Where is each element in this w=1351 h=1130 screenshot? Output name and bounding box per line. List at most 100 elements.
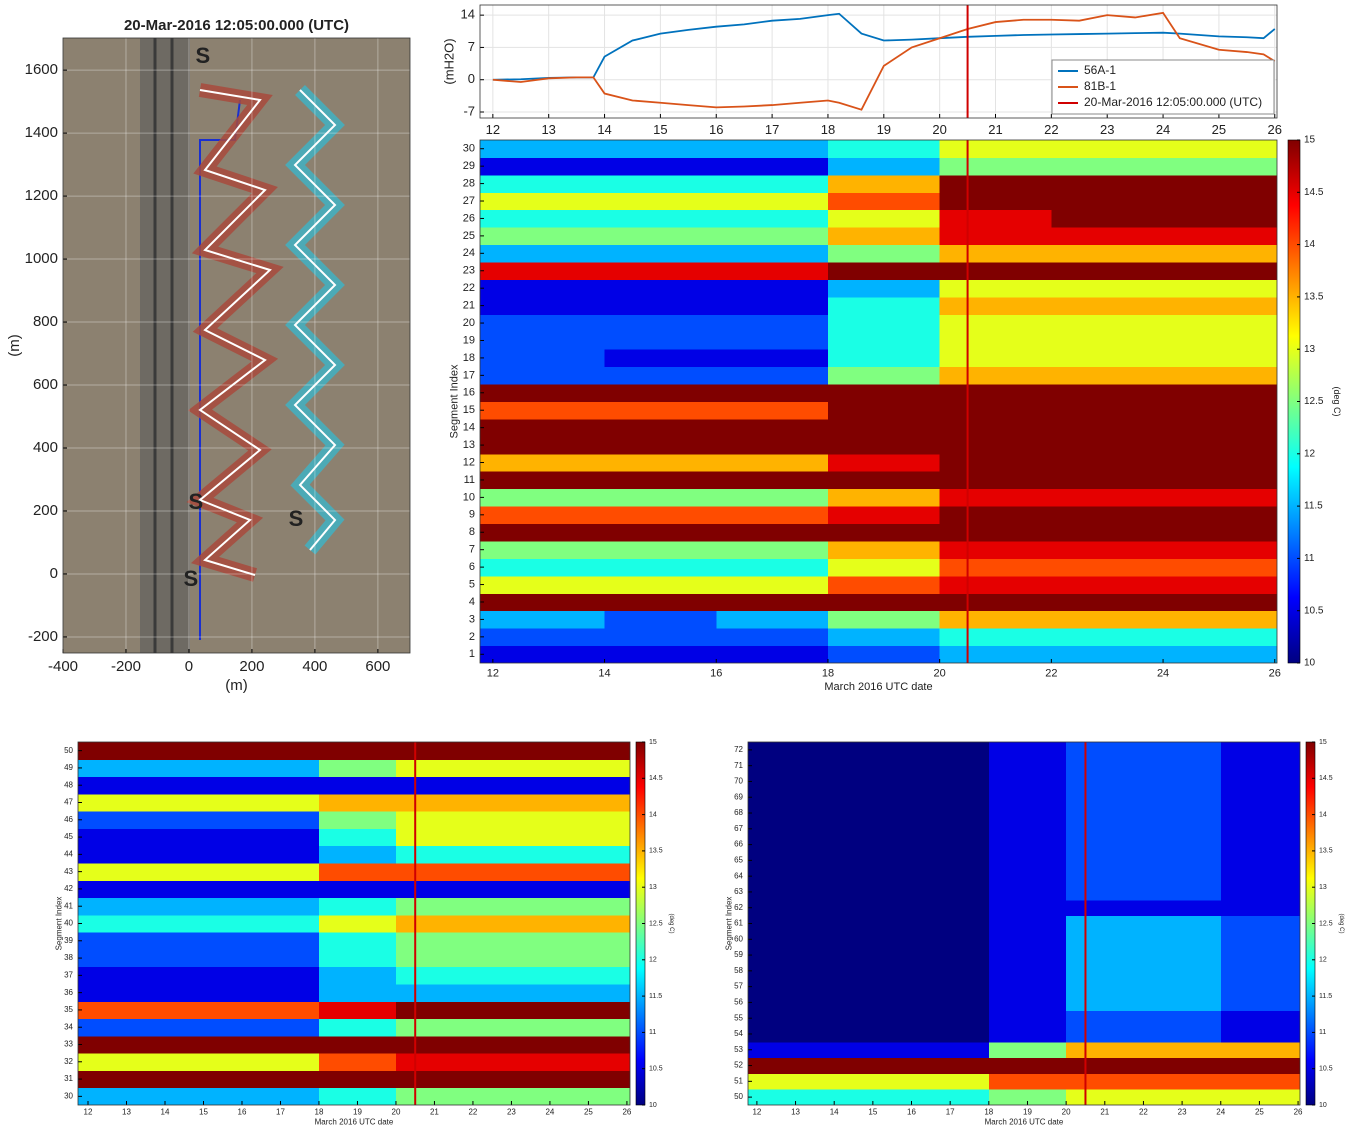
y-tick-label: 67 (734, 824, 743, 833)
y-tick-label: 14 (461, 7, 475, 22)
heatmap-cell (549, 984, 630, 1002)
heatmap-cell (716, 523, 829, 542)
heatmap-cell (164, 1001, 243, 1020)
heatmap-cell (1163, 628, 1277, 647)
x-tick-label: 20 (934, 667, 946, 679)
heatmap-cell (1220, 947, 1300, 964)
heatmap-cell (318, 742, 397, 760)
heatmap-cell (827, 262, 941, 280)
colorbar-tick-label: 13.5 (1319, 848, 1333, 855)
heatmap-cell (1051, 244, 1164, 263)
y-tick-label: 56 (734, 998, 743, 1007)
y-tick-label: 5 (469, 578, 475, 590)
heatmap-cell (1066, 1073, 1144, 1090)
heatmap-cell (827, 506, 941, 525)
heatmap-cell (604, 401, 717, 420)
heatmap-cell (604, 506, 717, 525)
heatmap-cell (1051, 157, 1164, 176)
y-tick-label: 200 (33, 502, 58, 519)
heatmap-cell (318, 932, 397, 950)
y-tick-label: 9 (469, 509, 475, 521)
y-tick-label: 3 (469, 613, 475, 625)
x-tick-label: 16 (709, 122, 723, 137)
heatmap-cell (1143, 742, 1222, 759)
heatmap-cell (1163, 558, 1277, 577)
heatmap-cell (480, 227, 606, 246)
heatmap-cell (480, 366, 606, 385)
heatmap-cell (395, 880, 474, 899)
heatmap-cell (1066, 962, 1144, 980)
heatmap-cell (988, 1073, 1067, 1090)
heatmap-cell (1143, 805, 1222, 822)
heatmap-cell (939, 140, 1052, 158)
heatmap-cell (241, 966, 320, 985)
y-tick-label: 31 (64, 1074, 73, 1083)
x-tick-label: 22 (1045, 667, 1057, 679)
y-tick-label: 12 (463, 456, 475, 468)
heatmap-cell (1143, 868, 1222, 885)
heatmap-cell (939, 453, 1052, 472)
heatmap-cell (604, 296, 717, 315)
heatmap-cell (604, 488, 717, 507)
heatmap-cell (827, 471, 941, 490)
heatmap-cell (748, 947, 835, 964)
heatmap-cell (78, 932, 166, 950)
y-tick-label: 68 (734, 808, 743, 817)
heatmap-cell (1220, 1041, 1300, 1059)
x-tick-label: 18 (821, 122, 835, 137)
heatmap-cell (716, 471, 829, 490)
y-tick-label: 1200 (25, 187, 58, 204)
heatmap-cell (1066, 1041, 1144, 1059)
y-tick-label: 28 (463, 177, 475, 189)
heatmap-cell (318, 759, 397, 778)
x-tick-label: 25 (1212, 122, 1226, 137)
heatmap-cell (395, 845, 474, 864)
heatmap-cell (911, 978, 990, 996)
y-tick-label: 66 (734, 840, 743, 849)
heatmap-cell (911, 947, 990, 964)
heatmap-cell (480, 314, 606, 333)
heatmap-cell (1143, 1026, 1222, 1043)
colorbar-tick-label: 10 (1304, 658, 1316, 669)
heatmap-cell (911, 789, 990, 806)
heatmap-cell (164, 914, 243, 933)
x-tick-label: 15 (653, 122, 667, 137)
heatmap-cell (164, 1087, 243, 1105)
heatmap-cell (480, 401, 606, 420)
heatmap-cell (472, 1087, 551, 1105)
heatmap-cell (988, 931, 1067, 948)
x-tick-label: 19 (1023, 1108, 1032, 1117)
heatmap-cell (834, 994, 913, 1011)
heatmap-cell (472, 966, 551, 985)
heatmap-cell (480, 244, 606, 263)
heatmap-cell (1163, 331, 1277, 350)
heatmap-cell (164, 984, 243, 1002)
heatmap-cell (827, 453, 941, 472)
x-axis-label: (m) (225, 677, 248, 694)
heatmap-cell (480, 645, 606, 663)
heatmap-cell (480, 192, 606, 211)
heatmap-cell (939, 314, 1052, 333)
heatmap-cell (78, 811, 166, 829)
x-tick-label: 15 (199, 1108, 208, 1117)
heatmap-cell (1163, 523, 1277, 542)
heatmap-cell (1066, 820, 1144, 838)
heatmap-cell (164, 776, 243, 795)
heatmap-cell (1163, 575, 1277, 594)
heatmap-cell (834, 1073, 913, 1090)
heatmap-cell (549, 742, 630, 760)
heatmap-cell (834, 884, 913, 901)
heatmap-cell (1143, 947, 1222, 964)
heatmap-cell (549, 811, 630, 829)
colorbar-tick-label: 14.5 (1304, 187, 1324, 198)
heatmap-cell (1051, 140, 1164, 158)
heatmap-cell (1163, 436, 1277, 455)
heatmap-cell (241, 811, 320, 829)
y-tick-label: 17 (463, 369, 475, 381)
heatmap-cell (988, 1057, 1067, 1074)
y-tick-label: 25 (463, 230, 475, 242)
y-tick-label: 35 (64, 1005, 73, 1014)
x-tick-label: 25 (1255, 1108, 1264, 1117)
y-tick-label: 23 (463, 265, 475, 277)
heatmap-cell (716, 575, 829, 594)
